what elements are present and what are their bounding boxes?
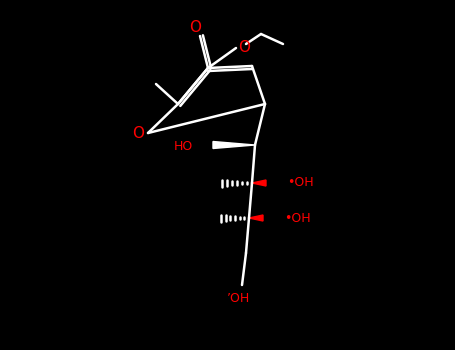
Text: O: O [132, 126, 144, 141]
Polygon shape [213, 141, 255, 148]
Text: •OH: •OH [287, 176, 313, 189]
Polygon shape [249, 215, 263, 221]
Text: O: O [189, 20, 201, 35]
Polygon shape [252, 180, 266, 186]
Text: ’OH: ’OH [227, 293, 250, 306]
Text: •OH: •OH [284, 211, 311, 224]
Text: O: O [238, 40, 250, 55]
Text: •: • [213, 140, 219, 150]
Text: HO: HO [174, 140, 193, 153]
